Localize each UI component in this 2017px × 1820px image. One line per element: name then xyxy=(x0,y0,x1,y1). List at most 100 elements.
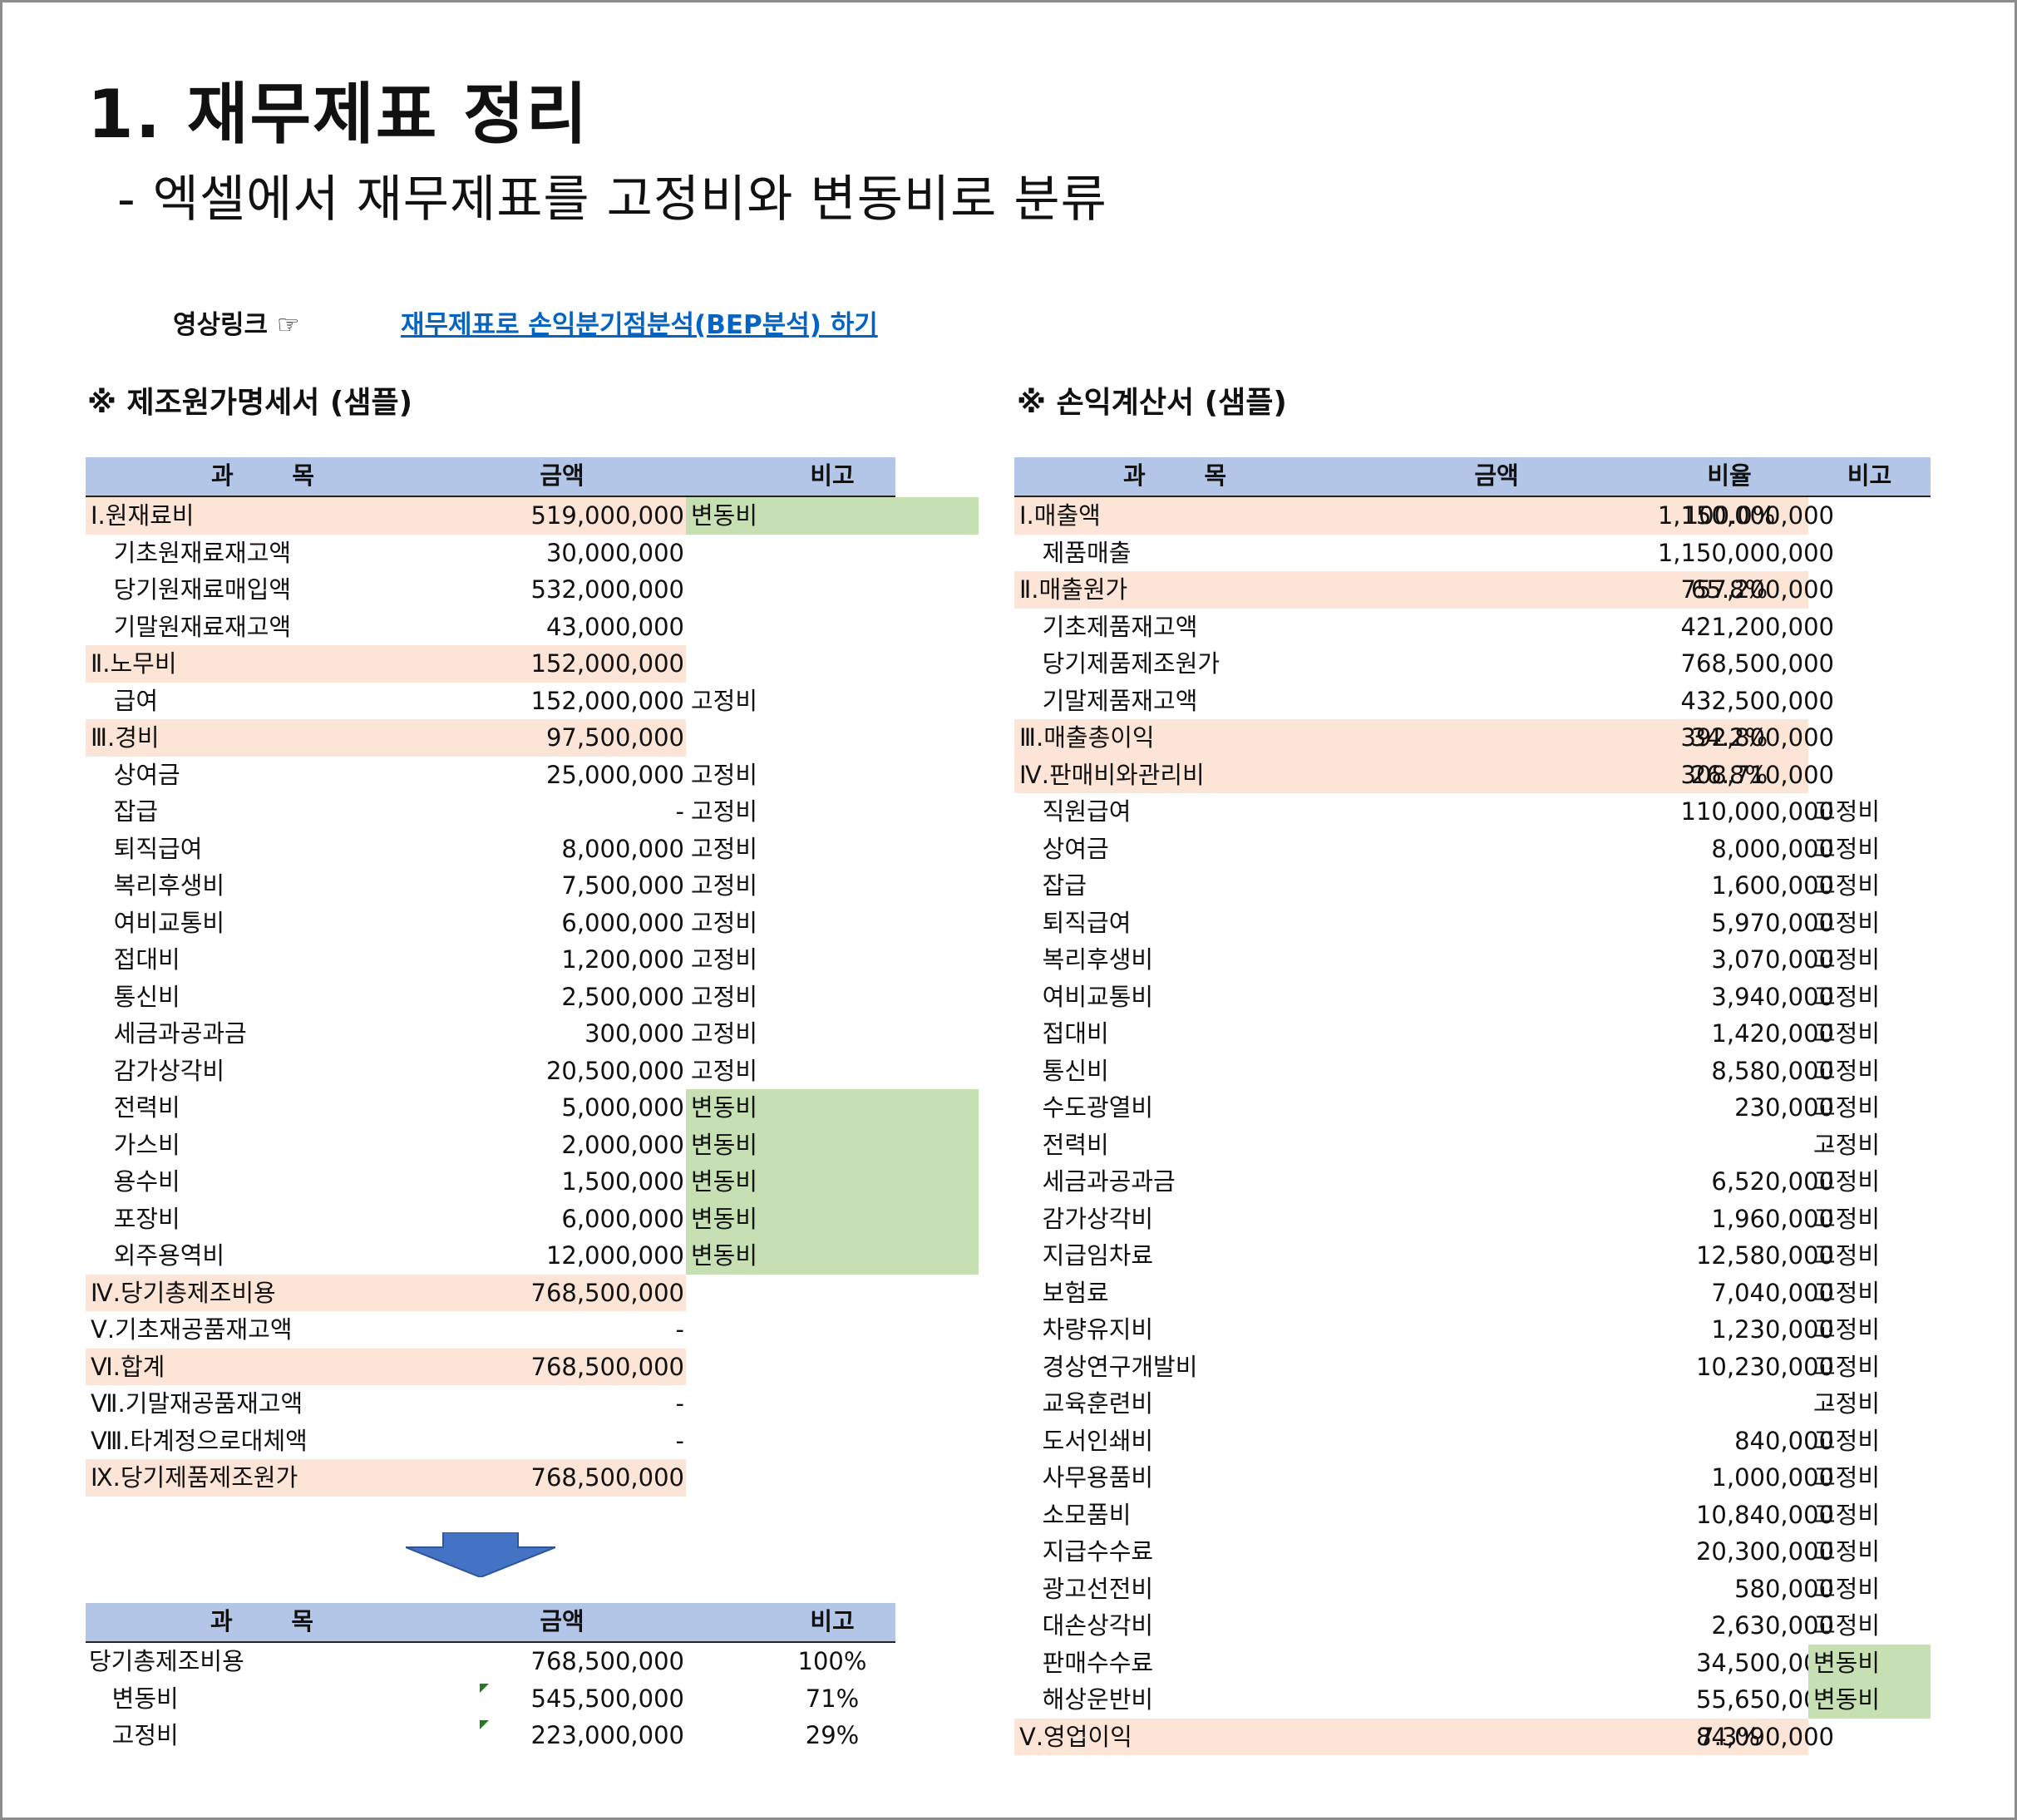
income-statement-table: 과 목 금액 비율 비고 Ⅰ.매출액 1,150,000,000 100.0% 제품… xyxy=(1014,457,1931,1755)
row-amount: 308,710,000 xyxy=(1680,760,1835,789)
row-amount: 1,230,000 xyxy=(1711,1315,1834,1344)
row-highlight xyxy=(1014,1718,1808,1755)
table-row: 기초제품재고액 421,200,000 xyxy=(1014,609,1931,646)
row-ratio xyxy=(1655,1127,1804,1164)
row-note xyxy=(1808,757,1931,794)
table-row: Ⅴ.기초재공품재고액 - xyxy=(86,1311,895,1349)
row-amount: 1,150,000,000 xyxy=(1657,538,1834,567)
row-highlight xyxy=(86,497,686,535)
table-row: 전력비 5,000,000 변동비 xyxy=(86,1089,979,1127)
header-note: 비고 xyxy=(810,461,855,490)
row-note xyxy=(686,609,979,646)
table-row: 상여금 8,000,000 고정비 xyxy=(1014,831,1931,868)
row-note xyxy=(686,1459,979,1497)
row-amount: 84,090,000 xyxy=(1695,1722,1834,1751)
row-subject: Ⅴ.기초재공품재고액 xyxy=(91,1315,293,1344)
row-note: 고정비 xyxy=(691,686,758,715)
table-row: 당기총제조비용 768,500,000 100% xyxy=(86,1643,895,1680)
row-note: 고정비 xyxy=(1813,1500,1881,1529)
table-row: 전력비 - 고정비 xyxy=(1014,1127,1931,1164)
table-row: 당기원재료매입액 532,000,000 xyxy=(86,571,895,609)
row-amount: 97,500,000 xyxy=(545,723,684,752)
row-subject: 잡급 xyxy=(91,797,159,826)
row-highlight xyxy=(86,1348,686,1385)
table-row: Ⅳ.당기총제조비용 768,500,000 xyxy=(86,1274,895,1311)
row-ratio xyxy=(1655,1163,1804,1201)
row-subject: 접대비 xyxy=(91,945,180,974)
row-amount: - xyxy=(675,1315,684,1344)
row-note: 변동비 xyxy=(1808,1644,1931,1681)
table-row: 수도광열비 230,000 고정비 xyxy=(1014,1089,1931,1127)
video-link[interactable]: 재무제표로 손익분기점분석(BEP분석) 하기 xyxy=(401,310,878,340)
row-subject: Ⅸ.당기제품제조원가 xyxy=(91,1463,298,1492)
table-row: Ⅵ.합계 768,500,000 xyxy=(86,1348,895,1385)
row-note: 고정비 xyxy=(1813,1537,1881,1566)
row-subject: 기초제품재고액 xyxy=(1019,612,1198,641)
row-amount: 432,500,000 xyxy=(1680,686,1835,715)
row-ratio xyxy=(1655,1201,1804,1238)
row-note: 고정비 xyxy=(1813,1130,1881,1159)
row-amount: 25,000,000 xyxy=(545,760,684,789)
row-subject: 지급임차료 xyxy=(1019,1241,1154,1270)
row-amount: 1,500,000 xyxy=(561,1167,684,1196)
table-row: 소모품비 10,840,000 고정비 xyxy=(1014,1497,1931,1534)
row-note xyxy=(1808,609,1931,646)
row-subject: 해상운반비 xyxy=(1019,1685,1154,1714)
row-subject: 차량유지비 xyxy=(1019,1315,1154,1344)
row-amount: 12,580,000 xyxy=(1695,1241,1834,1270)
row-amount: 300,000 xyxy=(584,1019,684,1048)
row-ratio xyxy=(1655,941,1804,979)
row-subject: Ⅴ.영업이익 xyxy=(1019,1722,1132,1751)
down-arrow-icon xyxy=(406,1532,555,1577)
row-subject: 당기제품제조원가 xyxy=(1019,649,1221,678)
row-highlight xyxy=(1014,719,1808,757)
row-subject: 접대비 xyxy=(1019,1019,1109,1048)
row-amount: 768,500,000 xyxy=(530,1463,685,1492)
row-subject: 수도광열비 xyxy=(1019,1093,1154,1122)
row-note: 고정비 xyxy=(1813,797,1881,826)
row-note: 고정비 xyxy=(1813,1093,1881,1122)
table-row: 보험료 7,040,000 고정비 xyxy=(1014,1275,1931,1312)
row-ratio xyxy=(1655,905,1804,942)
table-row: Ⅱ.매출원가 757,200,000 65.8% xyxy=(1014,571,1931,609)
table-row: 감가상각비 20,500,000 고정비 xyxy=(86,1053,895,1090)
row-ratio xyxy=(1655,1015,1804,1053)
table-row: 퇴직급여 5,970,000 고정비 xyxy=(1014,905,1931,942)
row-subject: 고정비 xyxy=(89,1721,179,1749)
row-note: 고정비 xyxy=(1813,1204,1881,1233)
row-note xyxy=(1808,571,1931,609)
row-ratio xyxy=(1655,645,1804,683)
row-highlight xyxy=(86,1459,686,1497)
row-note: 고정비 xyxy=(691,1019,758,1048)
row-amount: 8,580,000 xyxy=(1711,1056,1834,1085)
row-amount: 10,230,000 xyxy=(1695,1352,1834,1381)
row-amount: 545,500,000 xyxy=(530,1684,685,1713)
row-subject: 복리후생비 xyxy=(1019,945,1154,974)
row-subject: 통신비 xyxy=(91,982,180,1011)
row-note: 변동비 xyxy=(1808,1681,1931,1719)
row-amount: 5,970,000 xyxy=(1711,908,1834,937)
row-note: 고정비 xyxy=(691,1056,758,1085)
table-row: 도서인쇄비 840,000 고정비 xyxy=(1014,1423,1931,1460)
row-subject: Ⅵ.합계 xyxy=(91,1352,165,1381)
table-row: 지급임차료 12,580,000 고정비 xyxy=(1014,1237,1931,1275)
table-row: 해상운반비 55,650,000 변동비 xyxy=(1014,1681,1931,1719)
row-note: 고정비 xyxy=(1813,908,1881,937)
row-ratio xyxy=(1655,1497,1804,1534)
row-note: 변동비 xyxy=(686,1089,979,1127)
row-amount: 519,000,000 xyxy=(530,501,685,530)
row-note: 고정비 xyxy=(691,797,758,826)
row-subject: 기말원재료재고액 xyxy=(91,612,292,641)
video-link-label: 영상링크 ☞ xyxy=(173,310,300,340)
row-ratio: 65.8% xyxy=(1690,575,1768,604)
row-subject: 외주용역비 xyxy=(91,1241,225,1270)
row-note xyxy=(1808,535,1931,572)
row-note: 고정비 xyxy=(1813,1315,1881,1344)
row-note: 고정비 xyxy=(1813,834,1881,863)
table-header: 과 목 금액 비율 비고 xyxy=(1014,457,1931,497)
table-row: 가스비 2,000,000 변동비 xyxy=(86,1126,979,1163)
row-note: 고정비 xyxy=(1813,1611,1881,1640)
row-highlight xyxy=(86,645,686,683)
row-subject: 여비교통비 xyxy=(91,908,225,937)
row-note: 변동비 xyxy=(686,1200,979,1237)
